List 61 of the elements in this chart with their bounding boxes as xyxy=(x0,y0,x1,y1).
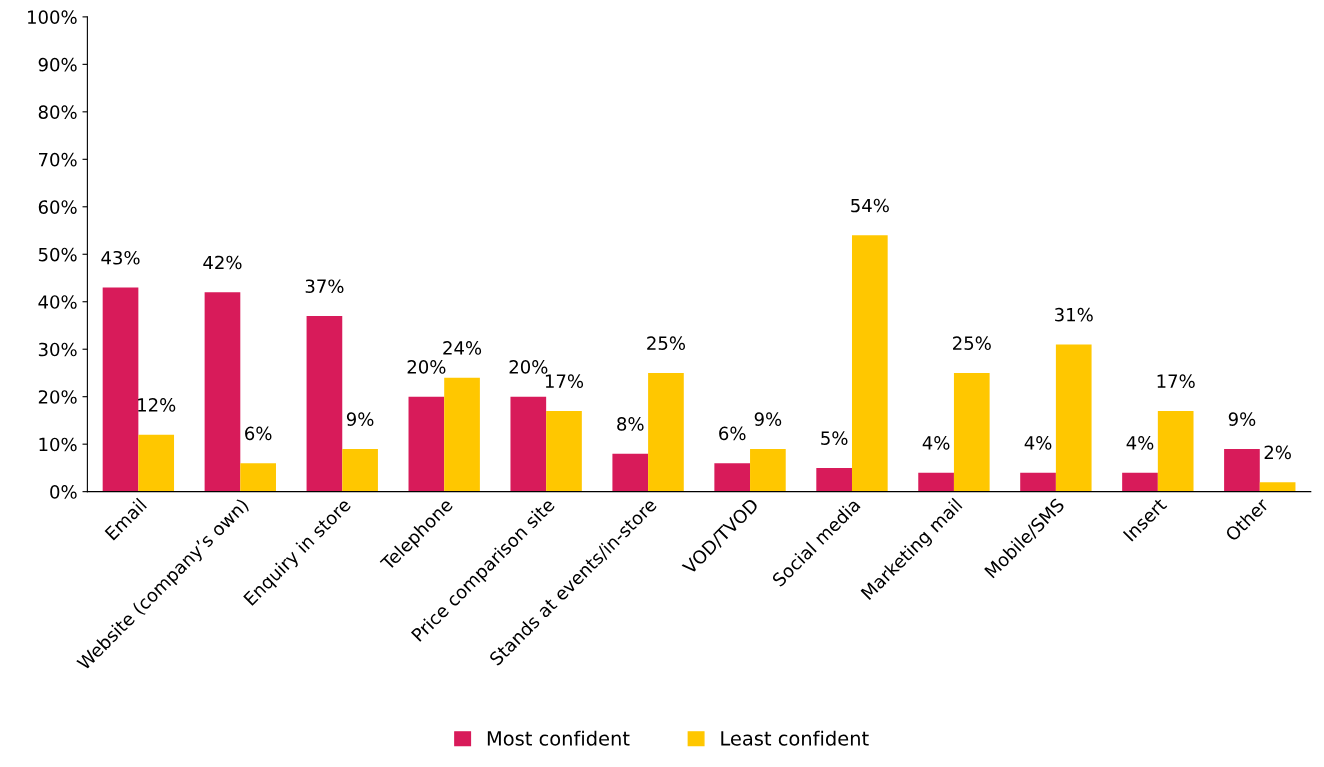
data-label: 20% xyxy=(509,360,548,374)
data-label: 6% xyxy=(245,426,272,441)
data-label: 4% xyxy=(1126,436,1154,450)
bar xyxy=(510,396,547,492)
y-tick-label: 10% xyxy=(39,437,77,452)
bar xyxy=(138,434,175,492)
data-label: 25% xyxy=(647,336,686,351)
data-label: 43% xyxy=(101,250,140,265)
data-label: 17% xyxy=(1157,374,1195,388)
y-tick-label: 80% xyxy=(38,105,77,119)
bar xyxy=(102,287,139,492)
y-tick-label: 20% xyxy=(38,390,77,404)
data-label: 25% xyxy=(953,336,991,351)
bar xyxy=(918,472,954,492)
bar xyxy=(1157,410,1194,492)
bar xyxy=(1122,472,1158,492)
data-label: 2% xyxy=(1264,445,1291,460)
bar xyxy=(1055,344,1092,492)
data-label: 17% xyxy=(545,374,584,388)
bar xyxy=(444,377,480,492)
bar xyxy=(1224,448,1260,492)
y-tick-label: 0% xyxy=(50,485,77,499)
y-tick-label: 100% xyxy=(28,10,77,24)
bar xyxy=(204,292,241,492)
bar xyxy=(546,410,582,492)
data-label: 5% xyxy=(821,431,848,445)
bar xyxy=(408,396,445,492)
data-label: 9% xyxy=(346,412,374,426)
data-label: 20% xyxy=(407,360,446,374)
bar xyxy=(1259,482,1296,492)
bar xyxy=(714,463,751,492)
legend-label: Least confident xyxy=(721,730,869,746)
y-tick-label: 50% xyxy=(38,247,77,262)
bar xyxy=(240,463,276,492)
data-label: 9% xyxy=(1228,412,1256,426)
bar xyxy=(1020,472,1056,492)
data-label: 54% xyxy=(851,198,889,213)
data-label: 9% xyxy=(754,412,782,426)
bar xyxy=(750,448,786,492)
bar xyxy=(342,448,378,492)
data-label: 31% xyxy=(1055,307,1093,322)
data-label: 12% xyxy=(138,398,176,412)
data-label: 8% xyxy=(617,417,644,431)
y-tick-label: 60% xyxy=(38,200,77,214)
bar xyxy=(306,315,343,492)
bar xyxy=(816,467,852,492)
legend-label: Most confident xyxy=(487,730,630,746)
y-tick-label: 40% xyxy=(38,295,77,309)
data-label: 4% xyxy=(922,436,950,450)
bar xyxy=(612,453,649,492)
data-label: 42% xyxy=(203,255,242,270)
y-tick-label: 70% xyxy=(39,152,77,167)
data-label: 4% xyxy=(1024,436,1052,450)
bar xyxy=(851,235,888,492)
data-label: 6% xyxy=(719,426,746,441)
y-tick-label: 90% xyxy=(38,57,77,72)
data-label: 24% xyxy=(443,341,482,355)
bar xyxy=(648,372,684,492)
bar xyxy=(953,372,990,492)
data-label: 37% xyxy=(305,279,344,294)
y-tick-label: 30% xyxy=(38,342,77,357)
